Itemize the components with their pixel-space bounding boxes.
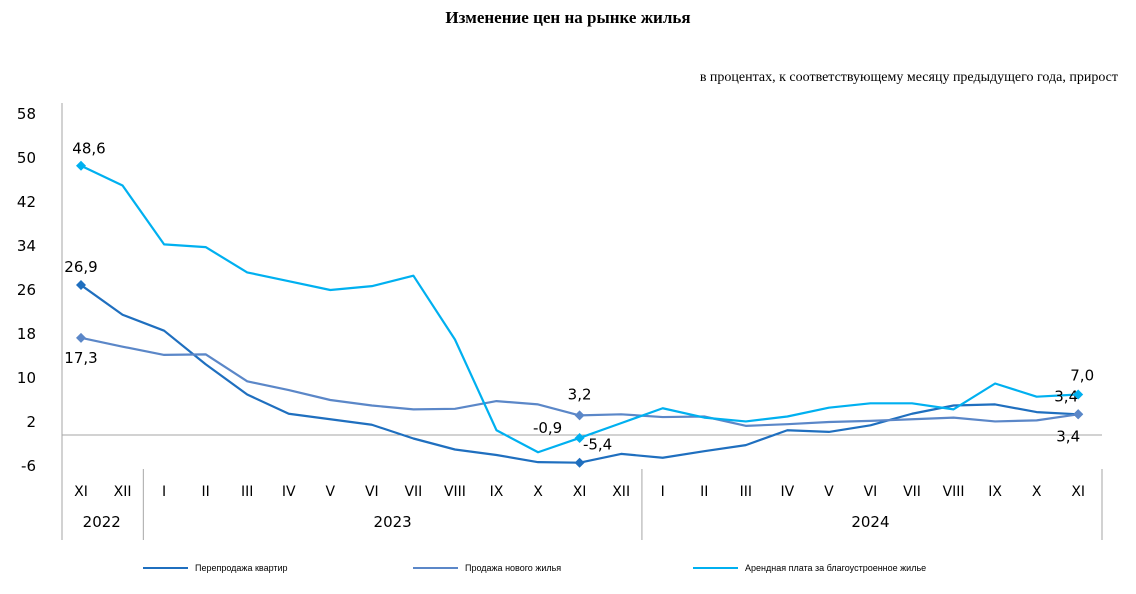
- year-label: 2022: [83, 513, 121, 531]
- data-point-marker: [574, 432, 585, 443]
- x-tick-label: XI: [573, 484, 587, 500]
- x-tick-label: III: [740, 484, 752, 500]
- chart-subtitle: в процентах, к соответствующему месяцу п…: [699, 70, 1118, 85]
- data-point-marker: [574, 410, 585, 421]
- data-point-marker: [574, 457, 585, 468]
- x-tick-label: I: [162, 484, 166, 500]
- year-label: 2023: [374, 513, 412, 531]
- data-point-marker: [76, 280, 86, 291]
- y-tick-label: 18: [17, 325, 36, 343]
- x-tick-label: X: [533, 484, 543, 500]
- data-label: 7,0: [1070, 367, 1094, 385]
- data-label: 48,6: [72, 140, 105, 158]
- x-tick-label: V: [326, 484, 336, 500]
- x-tick-label: VI: [864, 484, 878, 500]
- series-line: [80, 164, 1079, 454]
- y-tick-label: 42: [17, 193, 36, 211]
- x-tick-label: III: [241, 484, 253, 500]
- y-tick-label: 2: [26, 413, 36, 431]
- data-label: 3,4: [1056, 427, 1080, 445]
- x-tick-label: X: [1032, 484, 1042, 500]
- chart-title: Изменение цен на рынке жилья: [445, 8, 691, 27]
- data-label: 3,2: [568, 385, 592, 403]
- data-point-marker: [1073, 409, 1084, 420]
- y-tick-label: 50: [17, 149, 36, 167]
- data-point-marker: [1073, 389, 1084, 400]
- x-tick-label: VI: [365, 484, 379, 500]
- x-tick-label: VIII: [943, 484, 965, 500]
- x-tick-label: II: [202, 484, 210, 500]
- data-point-marker: [76, 160, 86, 171]
- x-tick-label: VII: [404, 484, 422, 500]
- data-label: 17,3: [64, 349, 97, 367]
- x-tick-label: V: [824, 484, 834, 500]
- y-tick-label: 26: [17, 281, 36, 299]
- y-tick-label: -6: [21, 457, 36, 475]
- x-tick-label: XI: [74, 484, 88, 500]
- y-tick-label: 10: [17, 369, 36, 387]
- data-label: 26,9: [64, 258, 97, 276]
- x-tick-label: VII: [903, 484, 921, 500]
- data-label: 3,4: [1054, 387, 1078, 405]
- legend-label: Арендная плата за благоустроенное жилье: [745, 563, 926, 573]
- x-tick-label: IX: [490, 484, 504, 500]
- data-label: -0,9: [533, 419, 562, 437]
- y-tick-label: 34: [17, 237, 36, 255]
- data-label: -5,4: [583, 436, 612, 454]
- x-tick-label: II: [700, 484, 708, 500]
- legend-label: Продажа нового жилья: [465, 563, 561, 573]
- x-tick-label: IV: [282, 484, 296, 500]
- x-tick-label: I: [661, 484, 665, 500]
- x-tick-label: IX: [988, 484, 1002, 500]
- x-tick-label: XI: [1071, 484, 1085, 500]
- y-tick-label: 58: [17, 105, 36, 123]
- x-tick-label: VIII: [444, 484, 466, 500]
- data-point-marker: [76, 332, 86, 343]
- x-tick-label: IV: [780, 484, 794, 500]
- x-tick-label: XII: [114, 484, 132, 500]
- year-label: 2024: [851, 513, 889, 531]
- legend-label: Перепродажа квартир: [195, 563, 288, 573]
- x-tick-label: XII: [612, 484, 630, 500]
